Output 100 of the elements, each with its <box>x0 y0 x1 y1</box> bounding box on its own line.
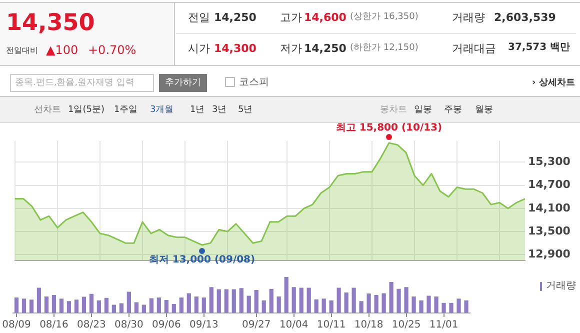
bar <box>82 296 86 313</box>
bar <box>216 289 221 313</box>
bar <box>254 290 258 313</box>
bar <box>164 300 168 313</box>
y-tick-label: 14,700 <box>528 178 571 192</box>
text: 거래대금 <box>452 42 496 56</box>
text: 전일 <box>188 11 210 24</box>
bar <box>442 302 446 313</box>
text: 추가하기 <box>165 78 201 88</box>
bar <box>119 303 124 313</box>
bar <box>194 296 198 313</box>
bar <box>112 304 116 313</box>
text: 5년 <box>238 105 253 116</box>
bar <box>456 298 461 313</box>
bar <box>366 294 371 313</box>
text: 월봉 <box>475 105 493 116</box>
text: 종목.펀드,환율,원자재명 입력 <box>15 78 134 88</box>
x-tick-label: 10/18 <box>354 320 384 331</box>
y-tick-label: 15,300 <box>528 155 571 168</box>
bar <box>426 296 431 313</box>
bar <box>232 289 236 313</box>
x-tick-label: 09/06 <box>152 320 181 331</box>
bar <box>434 296 438 313</box>
bar <box>14 298 19 313</box>
text: 선차트 <box>34 105 61 116</box>
text: 코스피 <box>239 77 269 88</box>
bar <box>269 288 274 313</box>
x-tick-label: 10/11 <box>316 320 346 331</box>
bar <box>59 298 64 313</box>
x-tick-label: 08/09 <box>2 320 31 331</box>
bar <box>299 288 304 313</box>
bar <box>172 304 176 313</box>
legend-label: 거래량 <box>546 280 576 292</box>
x-tick-label: 08/30 <box>114 320 144 331</box>
annotation: 최고 15,800 (10/13) <box>336 122 442 134</box>
text: 3개월 <box>150 105 174 116</box>
text: 일봉 <box>414 105 432 116</box>
text: 2,603,539 <box>494 11 556 24</box>
bar <box>359 301 364 313</box>
text: +0.70% <box>88 43 136 58</box>
bar <box>52 295 56 313</box>
bar <box>352 288 356 313</box>
bar <box>276 296 281 313</box>
text: 1일(5분) <box>68 105 104 116</box>
bar <box>404 287 408 313</box>
bar <box>89 294 94 313</box>
bar <box>246 296 251 313</box>
bar <box>284 277 288 313</box>
annotation: 최저 13,000 (09/08) <box>148 254 256 266</box>
text: 거래량 <box>452 11 485 24</box>
text: 14,350 <box>6 10 95 38</box>
x-tick-label: 11/01 <box>429 320 458 331</box>
x-tick-label: 08/16 <box>40 320 68 331</box>
x-tick-label: 10/04 <box>279 320 308 331</box>
bar <box>382 293 386 313</box>
text: 14,300 <box>214 42 256 56</box>
bar <box>412 296 416 313</box>
y-tick-label: 13,500 <box>528 224 571 238</box>
y-tick-label: 14,100 <box>528 201 571 214</box>
bar <box>224 289 228 313</box>
bar <box>22 298 26 313</box>
bar <box>74 300 79 313</box>
bar <box>66 301 72 313</box>
bar <box>449 302 454 313</box>
bar <box>44 296 49 313</box>
text: ▲100 <box>46 43 78 58</box>
text: (하한가 12,150) <box>350 43 418 54</box>
bar <box>149 298 154 313</box>
bar <box>104 298 109 313</box>
bar <box>239 288 244 313</box>
bar <box>134 302 138 313</box>
text: 37,573 백만 <box>508 42 570 54</box>
text: 고가 <box>280 11 302 24</box>
bar <box>389 282 394 313</box>
bar <box>314 299 318 313</box>
bar <box>329 300 334 313</box>
text: (상한가 16,350) <box>350 12 418 23</box>
text: 14,250 <box>214 11 256 24</box>
bar <box>396 288 401 313</box>
bar <box>202 298 206 313</box>
bar <box>142 304 146 313</box>
text: 14,600 <box>304 11 346 24</box>
text: 3년 <box>212 105 227 116</box>
bar <box>186 293 191 313</box>
text: 전일대비 <box>6 46 38 56</box>
bar <box>29 300 34 313</box>
bar <box>179 298 184 313</box>
x-tick-label: 09/27 <box>242 320 271 331</box>
bar <box>419 300 424 313</box>
text: 14,250 <box>304 42 346 56</box>
text: › 상세차트 <box>532 78 575 89</box>
bar <box>126 292 131 313</box>
bar <box>96 300 102 313</box>
x-tick-label: 09/13 <box>189 320 218 331</box>
bar <box>209 287 214 313</box>
text: 1년 <box>190 105 205 116</box>
text: 주봉 <box>444 105 462 116</box>
y-tick-label: 12,900 <box>528 247 571 260</box>
text: 저가 <box>280 42 302 56</box>
bar <box>322 298 326 313</box>
